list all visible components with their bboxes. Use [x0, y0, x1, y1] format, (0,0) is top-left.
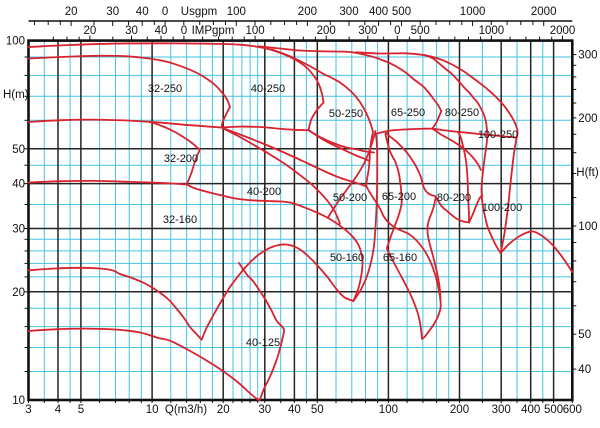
- svg-text:200: 200: [578, 113, 597, 125]
- svg-text:32-160: 32-160: [163, 214, 197, 226]
- svg-text:Usgpm: Usgpm: [181, 6, 217, 18]
- svg-text:50: 50: [311, 404, 324, 416]
- svg-text:30: 30: [12, 224, 25, 236]
- svg-text:65-160: 65-160: [383, 252, 417, 264]
- svg-text:40: 40: [288, 404, 301, 416]
- svg-text:20: 20: [12, 287, 25, 299]
- svg-text:100: 100: [6, 36, 25, 48]
- svg-text:1000: 1000: [460, 6, 486, 18]
- svg-text:200: 200: [298, 6, 317, 18]
- svg-text:40: 40: [578, 364, 591, 376]
- svg-text:100: 100: [227, 6, 246, 18]
- svg-text:20: 20: [65, 6, 78, 18]
- svg-text:100: 100: [379, 404, 398, 416]
- svg-text:300: 300: [492, 404, 511, 416]
- svg-text:IMPgpm: IMPgpm: [192, 25, 235, 37]
- svg-text:80-200: 80-200: [437, 192, 471, 204]
- svg-text:300: 300: [358, 25, 377, 37]
- svg-text:200: 200: [317, 25, 336, 37]
- svg-text:500: 500: [544, 404, 563, 416]
- svg-text:2000: 2000: [550, 25, 576, 37]
- svg-text:2000: 2000: [531, 6, 557, 18]
- svg-text:80-250: 80-250: [445, 107, 479, 119]
- svg-text:65-200: 65-200: [382, 191, 416, 203]
- svg-text:40-125: 40-125: [246, 337, 280, 349]
- svg-text:20: 20: [217, 404, 230, 416]
- svg-text:30: 30: [125, 25, 138, 37]
- svg-text:1000: 1000: [479, 25, 505, 37]
- svg-text:10: 10: [12, 395, 25, 407]
- svg-text:4: 4: [55, 404, 62, 416]
- svg-text:400: 400: [369, 6, 388, 18]
- svg-text:30: 30: [106, 6, 119, 18]
- svg-text:100-250: 100-250: [478, 129, 518, 141]
- svg-text:50: 50: [578, 329, 591, 341]
- svg-text:40: 40: [155, 25, 168, 37]
- svg-text:H(m): H(m): [3, 89, 29, 101]
- svg-text:40: 40: [136, 6, 149, 18]
- svg-text:40: 40: [12, 179, 25, 191]
- svg-text:100: 100: [578, 221, 597, 233]
- svg-text:3: 3: [25, 404, 31, 416]
- svg-text:100: 100: [246, 25, 265, 37]
- svg-text:0: 0: [181, 25, 187, 37]
- svg-text:H(ft): H(ft): [576, 167, 599, 179]
- svg-text:65-250: 65-250: [391, 107, 425, 119]
- svg-text:5: 5: [78, 404, 84, 416]
- svg-text:50-160: 50-160: [330, 252, 364, 264]
- svg-text:300: 300: [339, 6, 358, 18]
- svg-text:500: 500: [411, 25, 430, 37]
- svg-text:0: 0: [394, 25, 400, 37]
- svg-text:500: 500: [392, 6, 411, 18]
- svg-text:0: 0: [162, 6, 168, 18]
- svg-text:600: 600: [563, 404, 582, 416]
- svg-text:400: 400: [521, 404, 540, 416]
- svg-text:20: 20: [84, 25, 97, 37]
- svg-text:10: 10: [146, 404, 159, 416]
- svg-text:50-200: 50-200: [333, 192, 367, 204]
- svg-text:Q(m3/h): Q(m3/h): [165, 404, 207, 416]
- svg-text:32-250: 32-250: [148, 83, 182, 95]
- svg-text:100-200: 100-200: [482, 202, 522, 214]
- svg-text:30: 30: [258, 404, 271, 416]
- svg-text:200: 200: [450, 404, 469, 416]
- svg-text:40-250: 40-250: [251, 83, 285, 95]
- svg-text:50: 50: [12, 144, 25, 156]
- svg-text:300: 300: [578, 50, 597, 62]
- svg-text:32-200: 32-200: [164, 153, 198, 165]
- svg-text:40-200: 40-200: [247, 186, 281, 198]
- svg-text:50-250: 50-250: [329, 108, 363, 120]
